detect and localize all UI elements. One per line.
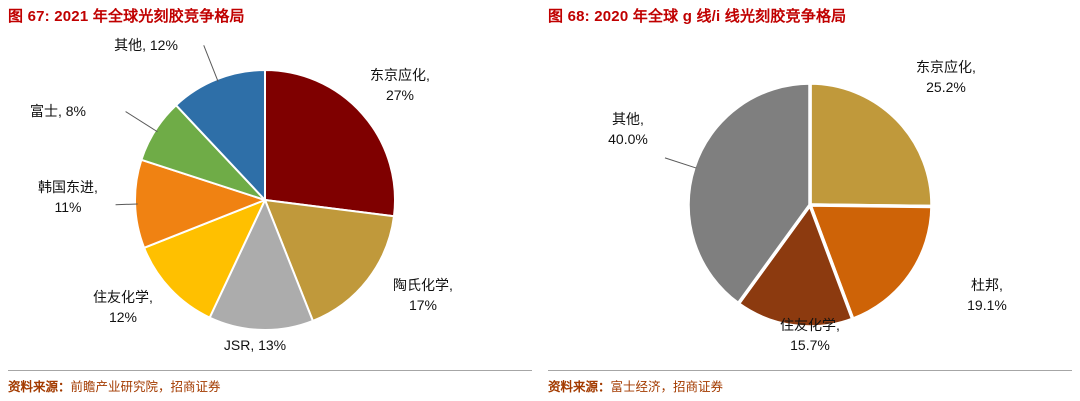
slice-label-sumitomo: 住友化学, 15.7% [780,317,840,353]
figure-68-title: 图 68: 2020 年全球 g 线/i 线光刻胶竞争格局 [548,8,847,25]
figure-67-panel: 图 67: 2021 年全球光刻胶竞争格局 东京应化, 27% 陶氏化学, 17… [8,8,532,395]
pie-slice-1 [264,199,395,322]
figure-68-panel: 图 68: 2020 年全球 g 线/i 线光刻胶竞争格局 东京应化, 25.2… [540,0,1080,401]
slice-label-sumitomo: 住友化学, 12% [93,289,153,325]
pie-slice-1 [808,203,934,322]
source-label: 资料来源： [548,380,611,394]
pie-slice-0 [264,69,396,218]
source-label: 资料来源： [8,380,71,394]
pie-slice-0 [808,81,934,209]
leader-line-5 [125,111,158,133]
slice-label-dupont: 杜邦, 19.1% [967,277,1007,313]
slice-label-dow: 陶氏化学, 17% [393,277,453,313]
pie-slice-2 [736,203,855,329]
pie-slice-3 [143,199,266,319]
pie-chart-2021-global [115,45,396,331]
figure-68-source-row: 资料来源：富士经济，招商证券 [548,370,1072,395]
slice-label-tokyo-ohka: 东京应化, 27% [370,67,430,103]
leader-line-3 [664,157,697,169]
slice-label-tokyo-ohka: 东京应化, 25.2% [916,59,976,95]
pie-slice-2 [208,199,314,331]
source-text: 富士经济，招商证券 [610,380,724,394]
slice-label-others: 其他, 12% [114,37,178,53]
slice-label-others: 其他, 40.0% [608,111,648,147]
figure-67-title: 图 67: 2021 年全球光刻胶竞争格局 [8,8,245,25]
slice-label-dongjin: 韩国东进, 11% [38,179,98,215]
slice-label-jsr: JSR, 13% [223,337,287,353]
source-text: 前瞻产业研究院，招商证券 [70,380,221,394]
pie-chart-2020-gi-line [664,81,934,329]
leader-line-4 [115,203,138,206]
figure-67-source-row: 资料来源：前瞻产业研究院，招商证券 [8,370,532,395]
slice-label-fuji: 富士, 8% [29,103,86,119]
leader-line-6 [203,45,219,82]
